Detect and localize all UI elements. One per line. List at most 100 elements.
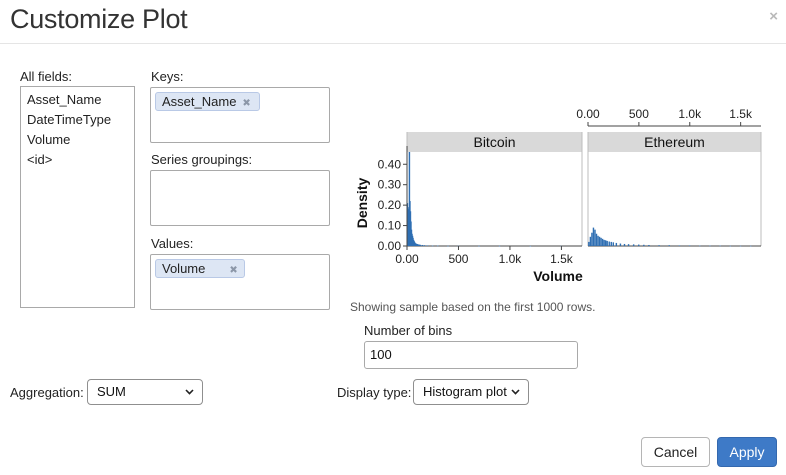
bins-input[interactable]: 100 <box>364 341 578 369</box>
histogram-bar <box>478 245 480 247</box>
cancel-button[interactable]: Cancel <box>641 437 710 467</box>
histogram-bar <box>418 244 420 246</box>
histogram-bar <box>719 245 721 247</box>
values-dropzone[interactable]: Volume ✖ <box>150 254 330 310</box>
field-item-asset-name[interactable]: Asset_Name <box>27 92 102 107</box>
display-type-value: Histogram plot <box>423 384 507 399</box>
close-icon[interactable]: × <box>769 8 778 25</box>
histogram-bar <box>416 243 418 246</box>
values-label: Values: <box>151 236 194 251</box>
histogram-bar <box>643 244 645 246</box>
x-axis-title: Volume <box>533 268 583 284</box>
histogram-bar <box>627 244 630 246</box>
histogram-bar <box>595 233 598 246</box>
top-x-tick-label: 500 <box>629 107 649 121</box>
chevron-down-icon <box>185 389 194 395</box>
dialog-title: Customize Plot <box>10 4 188 34</box>
histogram-bar <box>437 245 439 247</box>
histogram-bar <box>600 237 602 246</box>
histogram-bar <box>623 243 626 246</box>
bins-label: Number of bins <box>364 323 453 338</box>
histogram-bar <box>606 240 608 246</box>
histogram-bar <box>638 244 640 246</box>
facet-title-ethereum: Ethereum <box>644 134 705 150</box>
aggregation-label: Aggregation: <box>10 385 84 400</box>
histogram-bar <box>678 245 681 246</box>
y-tick-label: 0.00 <box>378 239 402 253</box>
histogram-bar <box>447 245 449 247</box>
x-tick-label: 0.00 <box>395 252 419 266</box>
histogram-bar <box>594 229 596 246</box>
histogram-bar <box>658 245 660 246</box>
histogram-bar <box>588 241 590 246</box>
series-groupings-label: Series groupings: <box>151 152 253 167</box>
histogram-bar <box>668 245 670 246</box>
histogram-bar <box>408 152 411 246</box>
sample-note: Showing sample based on the first 1000 r… <box>350 300 596 314</box>
top-x-tick-label: 1.0k <box>678 107 702 121</box>
keys-chip-asset-name[interactable]: Asset_Name ✖ <box>155 92 260 111</box>
histogram-bar <box>739 245 742 247</box>
chip-label: Volume <box>162 261 206 276</box>
x-tick-label: 1.5k <box>550 252 574 266</box>
histogram-bar <box>589 236 592 246</box>
chip-remove-icon[interactable]: ✖ <box>229 265 238 276</box>
histogram-bar <box>591 232 593 246</box>
apply-button[interactable]: Apply <box>717 437 777 467</box>
histogram-bar <box>426 245 429 246</box>
histogram-bar <box>604 240 607 246</box>
histogram-bar <box>749 245 752 247</box>
field-item-id[interactable]: <id> <box>27 152 53 167</box>
all-fields-list[interactable]: Asset_Name DateTimeType Volume <id> <box>20 86 135 308</box>
facet-header-ethereum <box>588 132 761 152</box>
histogram-bar <box>729 245 732 247</box>
chip-remove-icon[interactable]: ✖ <box>242 98 251 109</box>
chevron-down-icon <box>511 389 520 395</box>
histogram-bar <box>612 242 615 246</box>
y-tick-label: 0.40 <box>378 157 402 171</box>
histogram-bar <box>601 238 604 246</box>
histogram-bar <box>419 244 421 246</box>
all-fields-label: All fields: <box>20 69 73 84</box>
facet-title-bitcoin: Bitcoin <box>473 134 515 150</box>
title-divider <box>0 43 786 44</box>
histogram-bar <box>529 245 532 247</box>
histogram-bar <box>619 243 622 246</box>
display-type-label: Display type: <box>337 385 412 400</box>
histogram-bar <box>648 244 650 246</box>
field-item-volume[interactable]: Volume <box>27 132 71 147</box>
histogram-bar <box>699 245 701 247</box>
aggregation-select[interactable]: SUM <box>87 379 203 405</box>
histogram-bar <box>688 245 691 246</box>
aggregation-value: SUM <box>97 384 126 399</box>
histogram-bar <box>709 245 711 247</box>
values-chip-volume[interactable]: Volume ✖ <box>155 259 245 278</box>
keys-label: Keys: <box>151 69 184 84</box>
histogram-bar <box>598 236 601 246</box>
keys-dropzone[interactable]: Asset_Name ✖ <box>150 87 330 143</box>
histogram-bar <box>592 227 595 246</box>
display-type-select[interactable]: Histogram plot <box>413 379 529 405</box>
histogram-bar <box>597 235 599 246</box>
x-tick-label: 500 <box>448 252 468 266</box>
histogram-bar <box>417 244 419 246</box>
field-item-datetimetype[interactable]: DateTimeType <box>27 112 112 127</box>
y-tick-label: 0.30 <box>378 178 402 192</box>
histogram-bar <box>608 241 610 246</box>
y-tick-label: 0.20 <box>378 198 402 212</box>
facet-header-bitcoin <box>407 132 582 152</box>
series-groupings-dropzone[interactable] <box>150 170 330 226</box>
y-tick-label: 0.10 <box>378 219 402 233</box>
x-tick-label: 1.0k <box>499 252 523 266</box>
histogram-bar <box>414 242 416 246</box>
histogram-bar <box>603 239 605 246</box>
y-axis-title: Density <box>354 178 370 229</box>
histogram-bar <box>615 242 618 246</box>
chip-label: Asset_Name <box>162 94 237 109</box>
top-x-tick-label: 1.5k <box>729 107 753 121</box>
histogram-bar <box>498 245 501 247</box>
histogram-bar <box>415 243 417 246</box>
histogram-bar <box>431 245 434 247</box>
histogram-bar <box>610 241 612 246</box>
